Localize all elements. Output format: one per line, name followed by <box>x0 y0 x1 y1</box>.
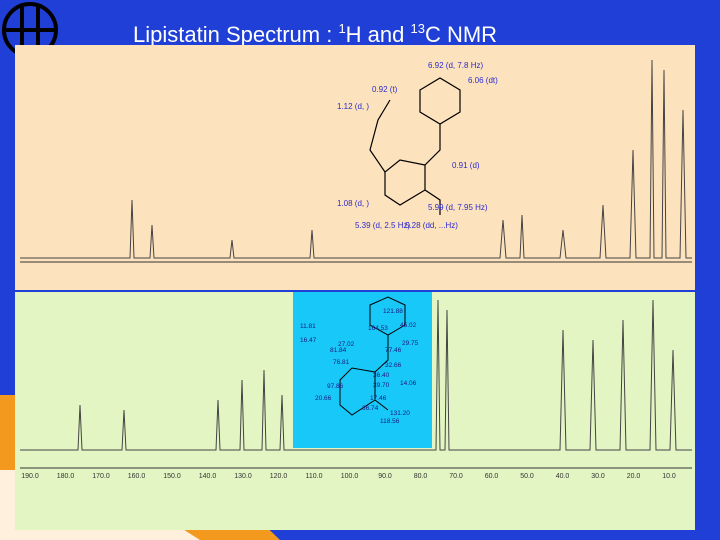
h-spectrum-trace <box>20 59 692 259</box>
c-axis-label: 170.0 <box>92 473 110 480</box>
c-annotation: 81.84 <box>330 347 347 354</box>
c-annotation: 131.20 <box>390 410 410 417</box>
h-annotation: 1.08 (d, ) <box>337 199 369 208</box>
c-axis-label: 120.0 <box>270 473 288 480</box>
slide-title: Lipistatin Spectrum : 1H and 13C NMR <box>133 21 497 47</box>
c-axis-label: 70.0 <box>449 473 463 480</box>
c-annotation: 36.74 <box>362 405 379 412</box>
h-annotation: 5.28 (dd, ...Hz) <box>405 221 458 230</box>
c-annotation: 16.47 <box>300 337 317 344</box>
c-axis-label: 40.0 <box>556 473 570 480</box>
c-axis-label: 20.0 <box>627 473 641 480</box>
c-annotation: 27.02 <box>338 341 355 348</box>
c-axis-label: 180.0 <box>57 473 75 480</box>
c-annotation: 45.02 <box>400 322 417 329</box>
h-annotation: 6.06 (dt) <box>468 76 498 85</box>
c-axis-label: 50.0 <box>520 473 534 480</box>
c-annotation: 39.70 <box>373 382 390 389</box>
c-annotation: 14.06 <box>400 380 417 387</box>
c-annotation: 17.46 <box>370 395 387 402</box>
c-axis-label: 60.0 <box>485 473 499 480</box>
h-annotation: 0.92 (t) <box>372 85 398 94</box>
h-annotation: 0.91 (d) <box>452 161 480 170</box>
h-structure <box>369 77 461 215</box>
c-axis-label: 80.0 <box>414 473 428 480</box>
c-axis-label: 190.0 <box>21 473 39 480</box>
c-annotation: 118.56 <box>380 418 400 425</box>
h-annotation: 1.12 (d, ) <box>337 102 369 111</box>
h-annotation: 5.39 (d, 2.5 Hz) <box>355 221 410 230</box>
c-annotation: 32.66 <box>385 362 402 369</box>
h-annotation: 5.99 (d, 7.95 Hz) <box>428 203 488 212</box>
h-spectrum-panel <box>15 45 695 290</box>
c-annotation: 36.40 <box>373 372 390 379</box>
c-axis-label: 140.0 <box>199 473 217 480</box>
c-annotation: 76.81 <box>333 359 350 366</box>
c-axis-label: 10.0 <box>662 473 676 480</box>
c-annotation: 11.81 <box>300 323 316 330</box>
c-annotation: 29.75 <box>402 340 419 347</box>
c-axis-label: 150.0 <box>163 473 181 480</box>
c-axis-label: 130.0 <box>234 473 252 480</box>
c-annotation: 164.53 <box>368 325 388 332</box>
c-annotation: 77.46 <box>385 347 402 354</box>
c-axis-label: 100.0 <box>341 473 359 480</box>
c-annotation: 20.66 <box>315 395 332 402</box>
c-spectrum-trace <box>20 299 692 451</box>
c-axis-label: 90.0 <box>378 473 392 480</box>
c-axis-label: 160.0 <box>128 473 146 480</box>
c-structure <box>339 296 406 416</box>
c-annotation: 97.86 <box>327 383 344 390</box>
c-annotation: 121.88 <box>383 308 403 315</box>
c-axis-label: 110.0 <box>306 473 323 480</box>
h-annotation: 6.92 (d, 7.8 Hz) <box>428 61 483 70</box>
c-axis-label: 30.0 <box>591 473 605 480</box>
